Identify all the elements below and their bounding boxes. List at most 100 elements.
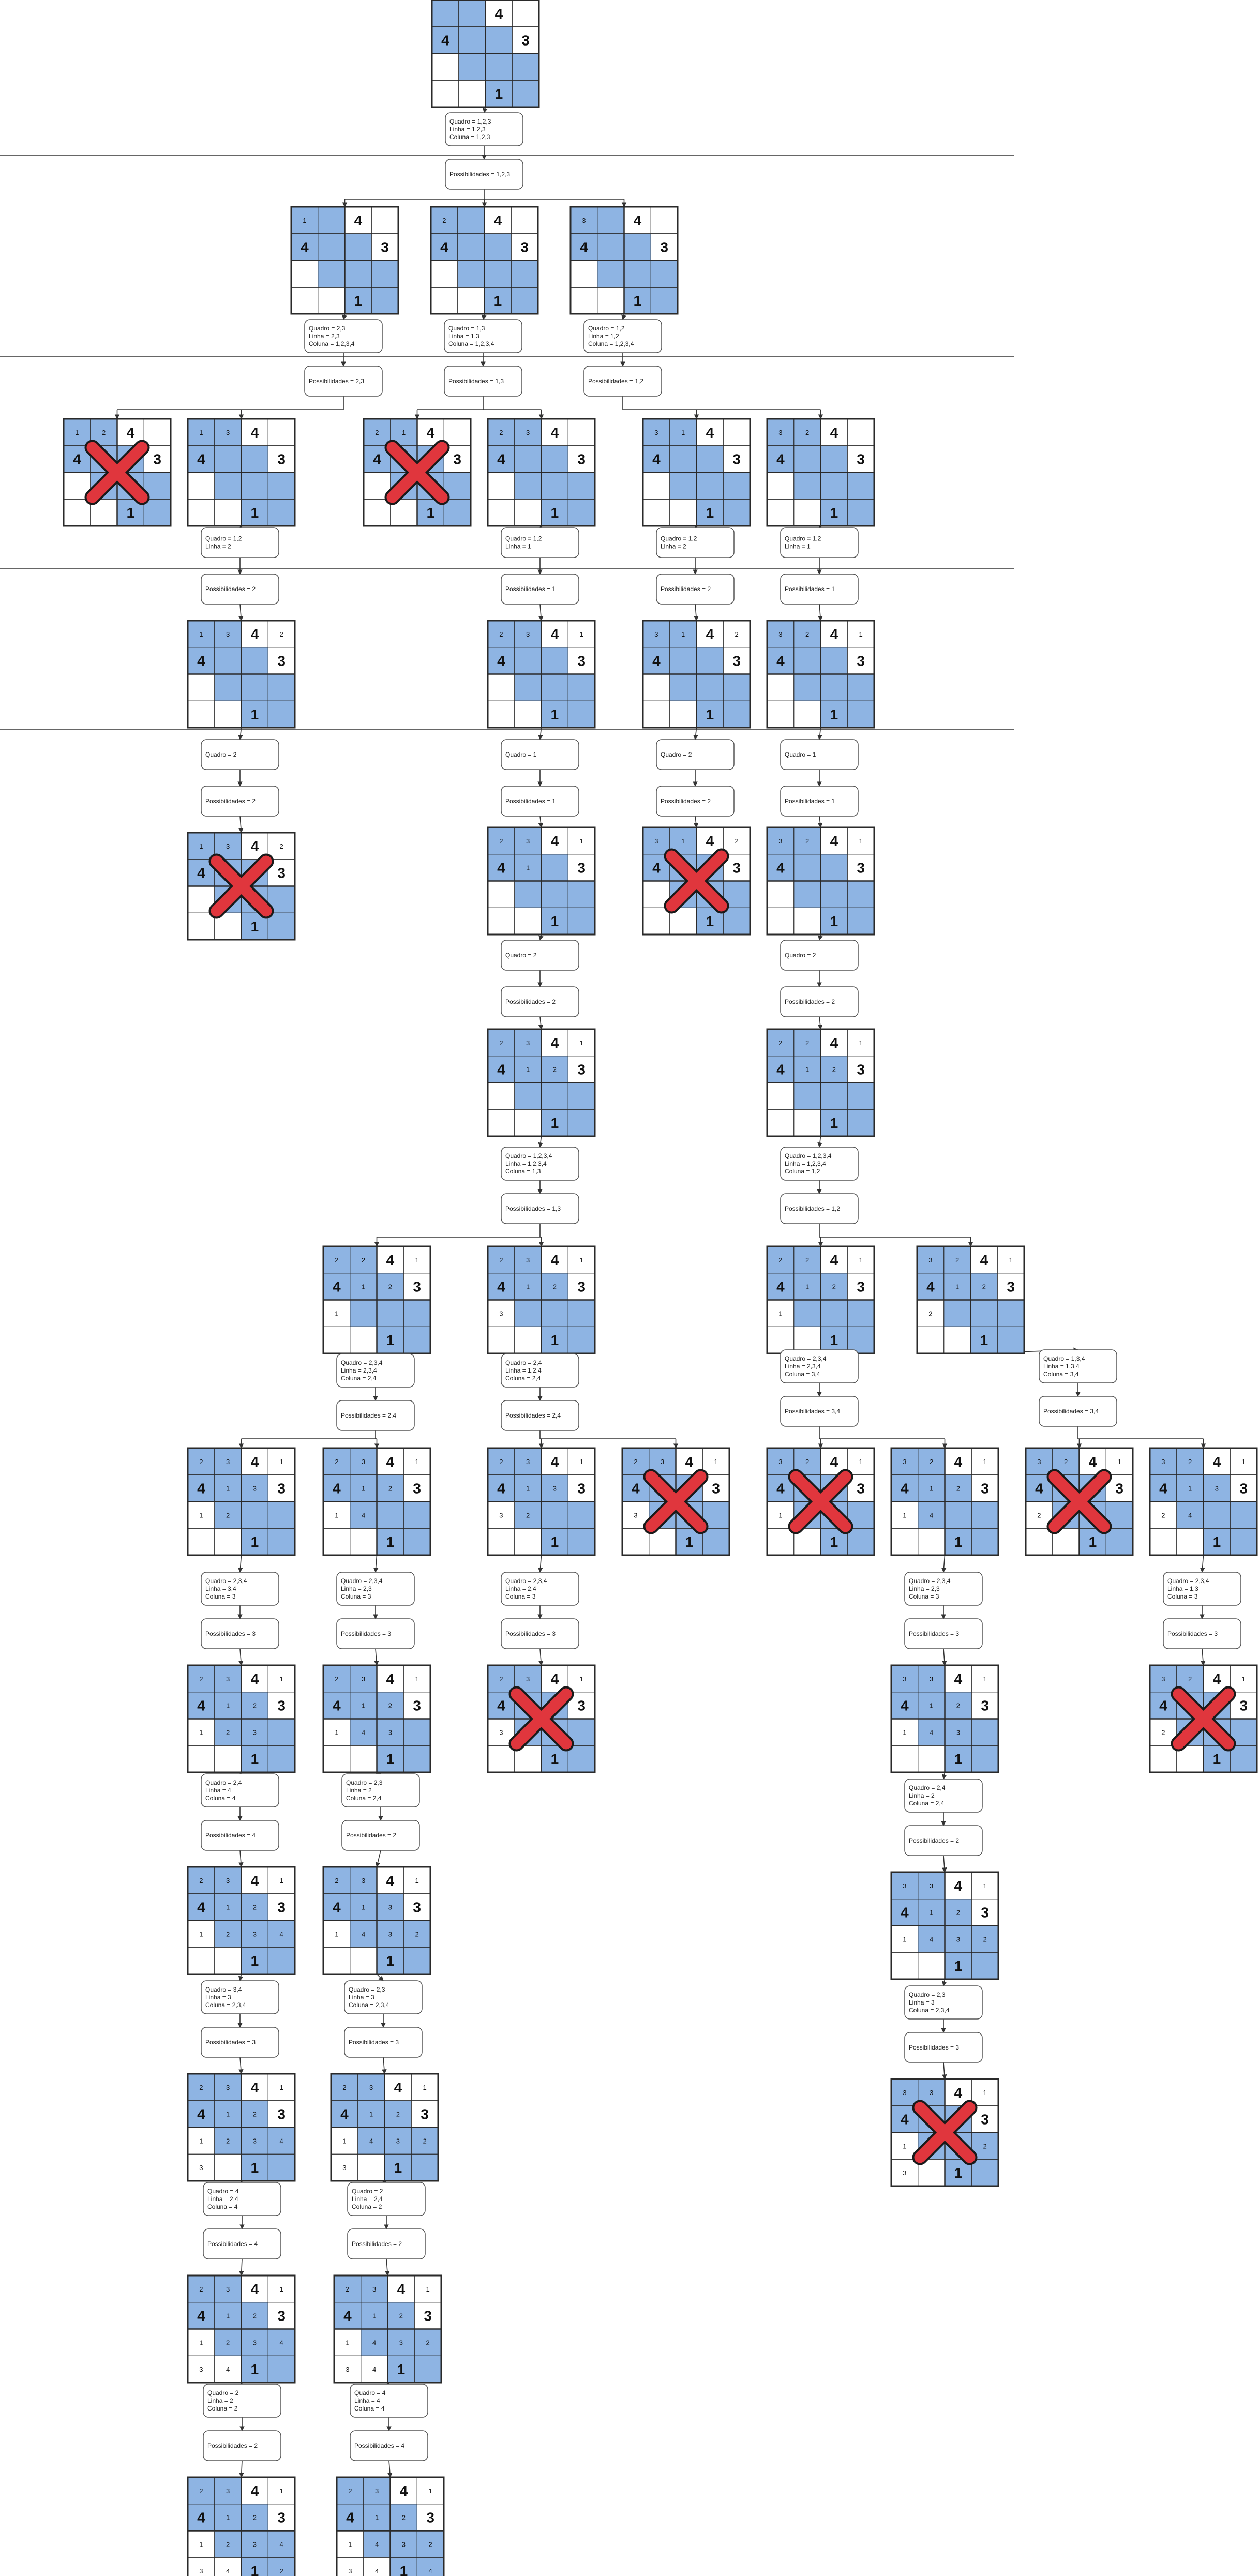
grid-cell [945,1448,972,1475]
grid-cell [241,1474,268,1502]
grid-cell [643,647,670,674]
clue-number: 1 [251,2361,259,2377]
grid-cell [723,701,750,728]
rule-text: Quadro = 2,3,4 [1167,1577,1209,1585]
clue-number: 4 [386,1671,395,1687]
grid-cell [214,472,242,500]
filled-number: 1 [1242,1675,1246,1683]
clue-number: 3 [732,860,741,876]
grid-cell [488,908,515,935]
grid-cell [643,674,670,701]
grid-cell [350,1300,377,1327]
grid-cell [568,1300,595,1327]
grid-cell [377,1719,404,1746]
filled-number: 3 [582,217,586,224]
grid-cell [820,647,848,674]
filled-number: 1 [369,2111,373,2118]
filled-number: 1 [930,1485,933,1493]
grid-cell [1203,1474,1231,1502]
grid-border [336,2476,445,2576]
grid-cell [514,1474,542,1502]
clue-number: 4 [551,1252,559,1268]
grid-border [1149,1447,1258,1556]
rule-text: Possibilidades = 3 [205,2039,256,2046]
sudoku-grid: 4 4 3 1 3 2 [766,418,875,527]
grid-cell [1203,1528,1231,1555]
grid-cell [484,260,512,288]
grid-cell [568,1109,595,1136]
grid-cell [622,1448,649,1475]
clue-number: 4 [386,1873,395,1889]
grid-cell [514,472,542,500]
sudoku-grid: 4 4 3 1 1 [290,206,399,315]
grid-cell [214,419,242,446]
grid-border [1149,1664,1258,1773]
clue-number: 4 [551,626,559,642]
filled-number: 1 [280,1877,283,1885]
filled-number: 2 [342,2084,346,2091]
rejected-cross-icon [643,1469,709,1534]
grid-cell [268,499,295,526]
grid-cell [971,1665,998,1692]
clue-number: 3 [153,451,161,468]
grid-cell [541,499,568,526]
clue-number: 4 [251,1873,259,1889]
grid-border [187,1664,296,1773]
grid-cell [651,207,678,234]
clue-number: 4 [954,2085,963,2101]
clue-number: 3 [426,2510,434,2526]
grid-cell [945,1952,972,1979]
rule-text: Linha = 2 [909,1792,935,1799]
grid-cell [541,419,568,446]
filled-number: 1 [903,1728,906,1736]
clue-number: 1 [394,2160,402,2176]
filled-number: 3 [930,1675,933,1683]
clue-number: 1 [495,86,503,102]
grid-cell [723,472,750,500]
clue-number: 1 [386,1332,395,1348]
grid-cell [891,1899,918,1926]
grid-cell [847,854,874,881]
clue-number: 1 [494,293,502,309]
connector-arrow [385,2258,390,2276]
rule-box: Quadro = 1 [501,739,579,770]
grid-cell [268,1920,295,1948]
clue-number: 4 [497,1481,505,1497]
rule-text: Quadro = 2 [785,952,816,959]
rule-text: Possibilidades = 3,4 [1043,1408,1099,1415]
grid-border [1025,1447,1134,1556]
clue-number: 3 [277,2106,286,2122]
clue-number: 4 [354,213,363,229]
rule-text: Possibilidades = 1,2,3 [449,171,510,178]
rule-box: Possibilidades = 2,4 [336,1400,415,1431]
clue-number: 4 [301,239,309,255]
filled-number: 4 [362,1511,365,1519]
rule-text: Quadro = 2 [352,2188,383,2195]
sudoku-grid: 4 4 3 1 1 3 2 [187,620,296,729]
grid-cell [943,1327,971,1353]
filled-number: 1 [778,1511,782,1519]
clue-number: 4 [333,1481,341,1497]
grid-cell [371,207,398,234]
grid-cell [188,1920,215,1948]
grid-cell [350,1327,377,1353]
grid-cell [323,1665,350,1692]
grid-cell [820,621,848,647]
grid-cell [188,1448,215,1475]
connector-arrow [693,816,699,828]
clue-number: 1 [251,918,259,935]
grid-cell [971,2159,998,2186]
rule-text: Linha = 1 [785,543,811,550]
grid-cell [568,1474,595,1502]
filled-number: 3 [526,837,530,845]
clue-number: 3 [732,653,741,669]
grid-cell [669,445,697,473]
filled-number: 1 [983,1458,987,1466]
grid-cell [643,499,670,526]
filled-number: 3 [396,2137,400,2145]
clue-number: 1 [551,913,559,929]
grid-cell [568,1082,595,1110]
grid-cell [1176,1448,1204,1475]
clue-number: 4 [551,1671,559,1687]
